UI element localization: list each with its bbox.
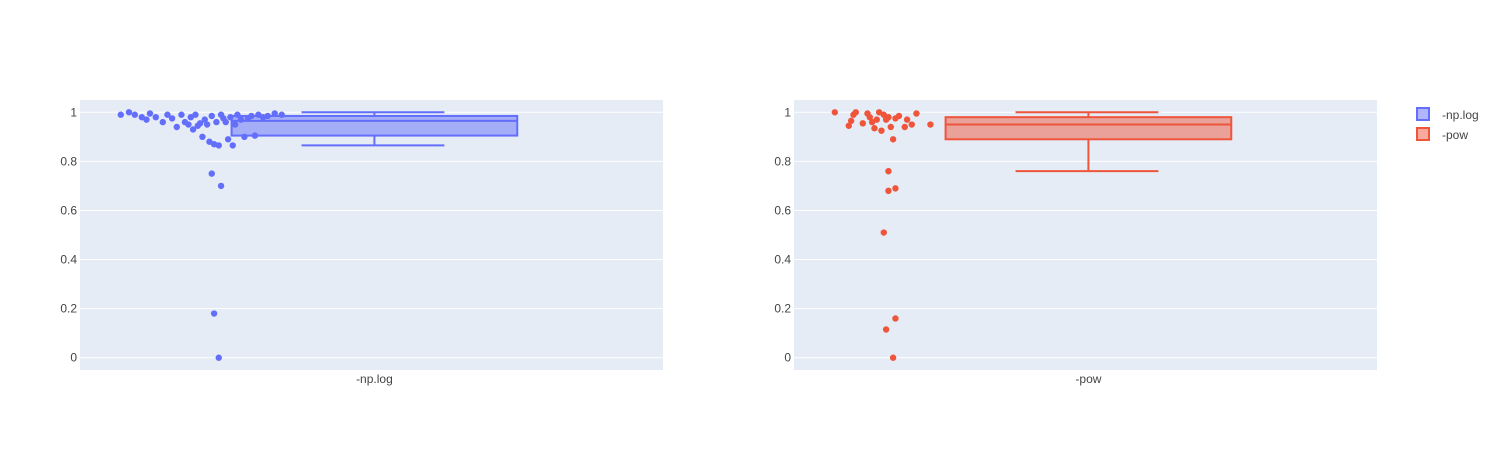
data-point[interactable] [168, 115, 176, 122]
data-point[interactable] [892, 315, 899, 322]
legend: -np.log -pow [1416, 107, 1479, 142]
legend-swatch-pow [1416, 127, 1430, 141]
data-point[interactable] [885, 167, 892, 175]
x-tick-label: -np.log [356, 372, 393, 386]
plot-area [80, 100, 663, 370]
y-tick-label: 0.8 [60, 154, 77, 168]
data-point[interactable] [895, 112, 903, 120]
data-point[interactable] [164, 111, 171, 118]
data-point[interactable] [866, 113, 873, 121]
data-point[interactable] [178, 111, 185, 118]
y-tick-label: 0 [70, 351, 77, 365]
plot-area [794, 100, 1377, 370]
data-point[interactable] [208, 170, 215, 177]
y-tick-label: 1 [784, 105, 791, 119]
data-point[interactable] [217, 182, 225, 190]
data-point[interactable] [251, 132, 259, 139]
data-point[interactable] [859, 120, 866, 127]
data-point[interactable] [146, 110, 154, 117]
data-point[interactable] [237, 116, 245, 123]
data-point[interactable] [185, 121, 192, 128]
legend-item-np-log[interactable]: -np.log [1416, 107, 1479, 122]
data-point[interactable] [117, 111, 125, 118]
y-tick-label: 0.2 [774, 302, 791, 316]
legend-item-pow[interactable]: -pow [1416, 127, 1468, 142]
data-point[interactable] [831, 109, 839, 116]
data-point[interactable] [159, 118, 166, 126]
y-tick-label: 0.4 [60, 253, 77, 267]
data-point[interactable] [210, 310, 218, 317]
data-point[interactable] [143, 116, 150, 123]
data-point[interactable] [215, 354, 222, 361]
data-point[interactable] [213, 118, 220, 126]
data-point[interactable] [234, 111, 241, 118]
data-point[interactable] [201, 116, 208, 123]
data-point[interactable] [131, 111, 139, 118]
data-point[interactable] [878, 127, 885, 134]
data-point[interactable] [229, 142, 236, 149]
data-point[interactable] [278, 111, 285, 118]
data-point[interactable] [224, 136, 232, 143]
data-point[interactable] [903, 116, 911, 123]
data-point[interactable] [192, 111, 199, 118]
data-point[interactable] [871, 125, 878, 132]
legend-label-np-log: -np.log [1442, 108, 1479, 122]
subplot-pow: 0 0.2 0.4 0.6 0.8 1 -pow [774, 100, 1377, 386]
y-tick-label: 0 [784, 351, 791, 365]
box-iqr[interactable] [230, 114, 519, 137]
data-point[interactable] [152, 113, 159, 121]
x-tick-label: -pow [1075, 372, 1101, 386]
box-iqr[interactable] [944, 116, 1233, 141]
data-point[interactable] [199, 133, 206, 141]
data-point[interactable] [880, 229, 887, 236]
data-point[interactable] [264, 112, 271, 120]
data-point[interactable] [196, 120, 204, 127]
y-tick-label: 0.8 [774, 154, 791, 168]
data-point[interactable] [913, 110, 920, 117]
data-point[interactable] [885, 187, 892, 195]
data-point[interactable] [889, 354, 897, 361]
legend-label-pow: -pow [1442, 128, 1468, 142]
y-tick-label: 0.2 [60, 302, 77, 316]
data-point[interactable] [173, 123, 180, 131]
data-point[interactable] [241, 133, 248, 141]
y-tick-label: 0.6 [774, 203, 791, 217]
data-point[interactable] [125, 109, 133, 116]
subplot-np-log: 0 0.2 0.4 0.6 0.8 1 -np.log [60, 100, 663, 386]
data-point[interactable] [231, 121, 239, 128]
data-point[interactable] [227, 113, 234, 121]
y-tick-label: 0.6 [60, 203, 77, 217]
legend-swatch-np-log [1416, 107, 1430, 121]
data-point[interactable] [208, 112, 215, 120]
data-point[interactable] [927, 121, 934, 128]
data-point[interactable] [215, 142, 222, 149]
data-point[interactable] [189, 126, 197, 133]
data-point[interactable] [892, 185, 899, 192]
y-tick-label: 1 [70, 105, 77, 119]
y-tick-label: 0.4 [774, 253, 791, 267]
data-point[interactable] [248, 112, 255, 120]
data-point[interactable] [908, 121, 915, 128]
data-point[interactable] [847, 117, 855, 125]
data-point[interactable] [222, 118, 229, 126]
data-point[interactable] [845, 122, 853, 129]
data-point[interactable] [203, 121, 211, 128]
data-point[interactable] [852, 109, 859, 116]
data-point[interactable] [887, 123, 894, 131]
data-point[interactable] [889, 136, 897, 143]
data-point[interactable] [885, 113, 892, 121]
data-point[interactable] [271, 110, 278, 117]
data-point[interactable] [873, 116, 880, 123]
data-point[interactable] [901, 123, 908, 131]
data-point[interactable] [882, 326, 890, 333]
